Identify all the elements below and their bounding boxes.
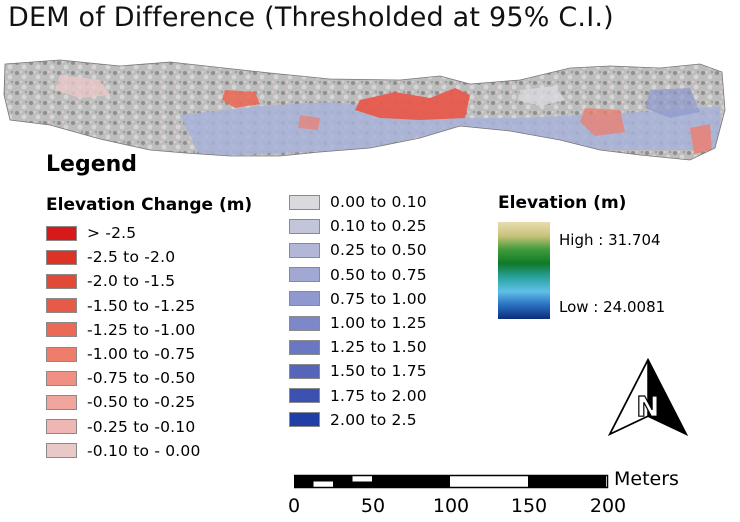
positive-change-label: 0.25 to 0.50: [330, 241, 427, 260]
positive-change-label: 0.10 to 0.25: [330, 217, 427, 236]
north-letter: N: [636, 390, 659, 423]
positive-change-swatch: [289, 315, 320, 331]
positive-change-swatch: [289, 218, 320, 234]
north-arrow-icon: N: [608, 358, 688, 437]
negative-change-label: -0.25 to -0.10: [87, 417, 196, 436]
negative-change-swatch: [46, 394, 77, 410]
scale-tick-0: 0: [287, 495, 301, 517]
negative-change-row: -0.75 to -0.50: [46, 365, 195, 391]
positive-change-row: 0.00 to 0.10: [289, 189, 427, 215]
scale-tick-150: 150: [510, 495, 548, 517]
positive-change-swatch: [289, 291, 320, 307]
scale-tick-200: 200: [589, 495, 627, 517]
negative-change-swatch: [46, 225, 77, 241]
positive-change-row: 1.00 to 1.25: [289, 310, 427, 336]
negative-change-swatch: [46, 298, 77, 314]
positive-change-swatch: [289, 267, 320, 283]
negative-change-swatch: [46, 370, 77, 386]
negative-change-label: -0.75 to -0.50: [87, 369, 196, 388]
negative-change-label: -1.50 to -1.25: [87, 296, 196, 315]
scale-bar: [294, 474, 609, 489]
negative-change-row: -2.0 to -1.5: [46, 268, 175, 294]
scale-unit-label: Meters: [614, 468, 679, 490]
positive-change-swatch: [289, 194, 320, 210]
positive-change-swatch: [289, 388, 320, 404]
scale-tick-100: 100: [432, 495, 470, 517]
positive-change-row: 1.50 to 1.75: [289, 358, 427, 384]
negative-change-row: -0.50 to -0.25: [46, 389, 195, 415]
positive-change-label: 0.00 to 0.10: [330, 193, 427, 211]
negative-change-label: -2.0 to -1.5: [87, 272, 176, 291]
positive-change-swatch: [289, 412, 320, 428]
negative-change-swatch: [46, 419, 77, 435]
positive-change-row: 0.50 to 0.75: [289, 262, 427, 288]
negative-change-label: -0.10 to - 0.00: [87, 441, 201, 460]
positive-change-row: 0.75 to 1.00: [289, 286, 427, 312]
elevation-title: Elevation (m): [498, 193, 627, 213]
negative-change-label: -1.00 to -0.75: [87, 345, 196, 363]
negative-change-row: -1.50 to -1.25: [46, 293, 195, 319]
elevation-change-title: Elevation Change (m): [46, 195, 253, 215]
negative-change-row: -1.00 to -0.75: [46, 341, 195, 367]
negative-change-row: -1.25 to -1.00: [46, 317, 195, 343]
elevation-low-label: Low : 24.0081: [559, 298, 666, 316]
elevation-high-label: High : 31.704: [559, 231, 661, 249]
positive-change-label: 1.00 to 1.25: [330, 314, 427, 332]
negative-change-label: -2.5 to -2.0: [87, 248, 176, 267]
negative-change-row: -0.25 to -0.10: [46, 414, 195, 440]
negative-change-swatch: [46, 249, 77, 265]
negative-change-label: -1.25 to -1.00: [87, 320, 196, 339]
positive-change-row: 0.25 to 0.50: [289, 237, 427, 263]
map-title: DEM of Difference (Thresholded at 95% C.…: [8, 2, 614, 33]
negative-change-swatch: [46, 322, 77, 338]
elevation-color-ramp: [498, 222, 550, 319]
negative-change-swatch: [46, 273, 77, 289]
positive-change-row: 0.10 to 0.25: [289, 213, 427, 239]
negative-change-label: -0.50 to -0.25: [87, 393, 196, 412]
positive-change-label: 1.75 to 2.00: [330, 386, 427, 405]
positive-change-row: 2.00 to 2.5: [289, 407, 417, 433]
positive-change-label: 1.50 to 1.75: [330, 362, 427, 381]
positive-change-swatch: [289, 339, 320, 355]
positive-change-row: 1.75 to 2.00: [289, 383, 427, 409]
positive-change-label: 0.75 to 1.00: [330, 289, 427, 308]
negative-change-row: -0.10 to - 0.00: [46, 438, 201, 464]
positive-change-label: 1.25 to 1.50: [330, 338, 427, 357]
negative-change-row: > -2.5: [46, 220, 136, 246]
negative-change-swatch: [46, 443, 77, 459]
negative-change-label: > -2.5: [87, 224, 137, 242]
positive-change-label: 0.50 to 0.75: [330, 265, 427, 284]
scale-tick-50: 50: [360, 495, 386, 517]
negative-change-row: -2.5 to -2.0: [46, 244, 175, 270]
dem-difference-map: [3, 59, 726, 161]
positive-change-row: 1.25 to 1.50: [289, 334, 427, 360]
positive-change-swatch: [289, 242, 320, 258]
negative-change-swatch: [46, 346, 77, 362]
legend-heading: Legend: [46, 152, 138, 177]
positive-change-swatch: [289, 363, 320, 379]
positive-change-label: 2.00 to 2.5: [330, 410, 417, 429]
